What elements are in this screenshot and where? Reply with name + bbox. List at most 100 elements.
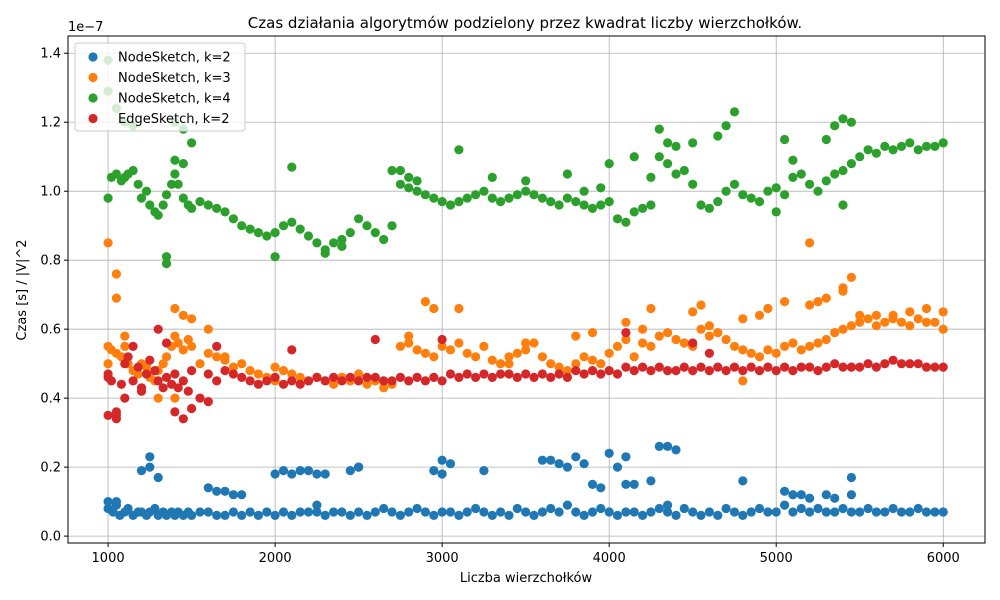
data-point [462, 193, 472, 203]
data-point [579, 186, 589, 196]
data-point [111, 169, 121, 179]
data-point [913, 503, 923, 514]
data-point [178, 376, 188, 386]
data-point [629, 507, 639, 517]
data-point [106, 376, 116, 386]
series-1-points [103, 441, 948, 520]
data-point [329, 238, 339, 248]
data-point [721, 334, 731, 345]
data-point [395, 179, 405, 189]
x-tick-label: 4000 [593, 551, 626, 566]
data-point [387, 507, 397, 517]
data-point [362, 379, 372, 389]
data-point [195, 507, 205, 517]
data-point [203, 507, 213, 517]
data-point [780, 341, 790, 351]
data-point [212, 352, 222, 362]
data-point [287, 162, 297, 172]
data-point [312, 469, 322, 479]
data-point [404, 331, 414, 341]
data-point [771, 183, 781, 193]
data-point [228, 490, 238, 500]
data-point [813, 366, 823, 376]
data-point [587, 507, 598, 517]
data-point [880, 141, 890, 151]
data-point [821, 362, 831, 372]
data-point [111, 293, 121, 303]
data-point [320, 248, 330, 258]
data-point [429, 466, 439, 476]
data-point [554, 369, 564, 379]
data-point [128, 165, 138, 176]
y-tick-label: 0.8 [40, 254, 61, 269]
data-point [604, 448, 614, 458]
data-point [838, 362, 848, 372]
data-point [562, 169, 573, 179]
data-point [187, 138, 197, 148]
data-point [863, 503, 873, 514]
data-point [638, 510, 648, 520]
data-point [178, 159, 188, 169]
data-point [621, 328, 631, 338]
data-point [133, 179, 143, 189]
data-point [646, 200, 656, 210]
data-point [896, 317, 907, 327]
data-point [429, 372, 439, 382]
data-point [437, 455, 447, 465]
x-axis-title: Liczba wierzchołków [460, 571, 593, 586]
data-point [696, 324, 706, 334]
data-point [237, 372, 247, 382]
data-point [178, 310, 188, 320]
data-point [604, 366, 614, 376]
data-point [621, 334, 631, 345]
data-point [187, 510, 197, 520]
data-point [571, 197, 581, 207]
data-point [888, 355, 898, 365]
data-point [529, 338, 539, 348]
data-point [754, 366, 765, 376]
data-point [821, 176, 831, 186]
data-point [646, 507, 656, 517]
data-point [805, 493, 815, 503]
data-point [729, 362, 740, 372]
data-point [604, 507, 614, 517]
data-point [629, 366, 639, 376]
data-point [379, 503, 389, 514]
data-point [788, 172, 798, 182]
data-point [612, 462, 623, 472]
data-point [487, 355, 497, 365]
data-point [846, 272, 857, 282]
data-point [704, 366, 715, 376]
data-point [445, 345, 456, 355]
data-point [262, 507, 272, 517]
data-point [220, 352, 230, 362]
data-point [830, 493, 840, 503]
data-point [621, 507, 631, 517]
plot-frame [67, 35, 986, 544]
data-point [270, 510, 280, 520]
data-point [721, 366, 731, 376]
data-point [420, 297, 430, 307]
data-point [412, 176, 422, 186]
data-point [546, 455, 556, 465]
data-point [746, 507, 756, 517]
data-point [629, 152, 639, 162]
data-point [529, 190, 539, 200]
data-point [805, 179, 815, 189]
y-tick-label: 0.0 [40, 530, 61, 545]
data-point [780, 134, 790, 145]
data-point [145, 200, 155, 210]
data-point [161, 372, 172, 382]
data-point [387, 165, 397, 176]
data-point [913, 145, 923, 155]
data-point [663, 366, 673, 376]
data-point [237, 359, 247, 369]
x-tick-label: 3000 [426, 551, 459, 566]
data-point [445, 459, 456, 469]
data-point [120, 341, 130, 351]
data-point [788, 490, 798, 500]
data-point [287, 510, 297, 520]
data-point [312, 372, 322, 382]
data-point [521, 176, 531, 186]
data-point [212, 341, 222, 351]
